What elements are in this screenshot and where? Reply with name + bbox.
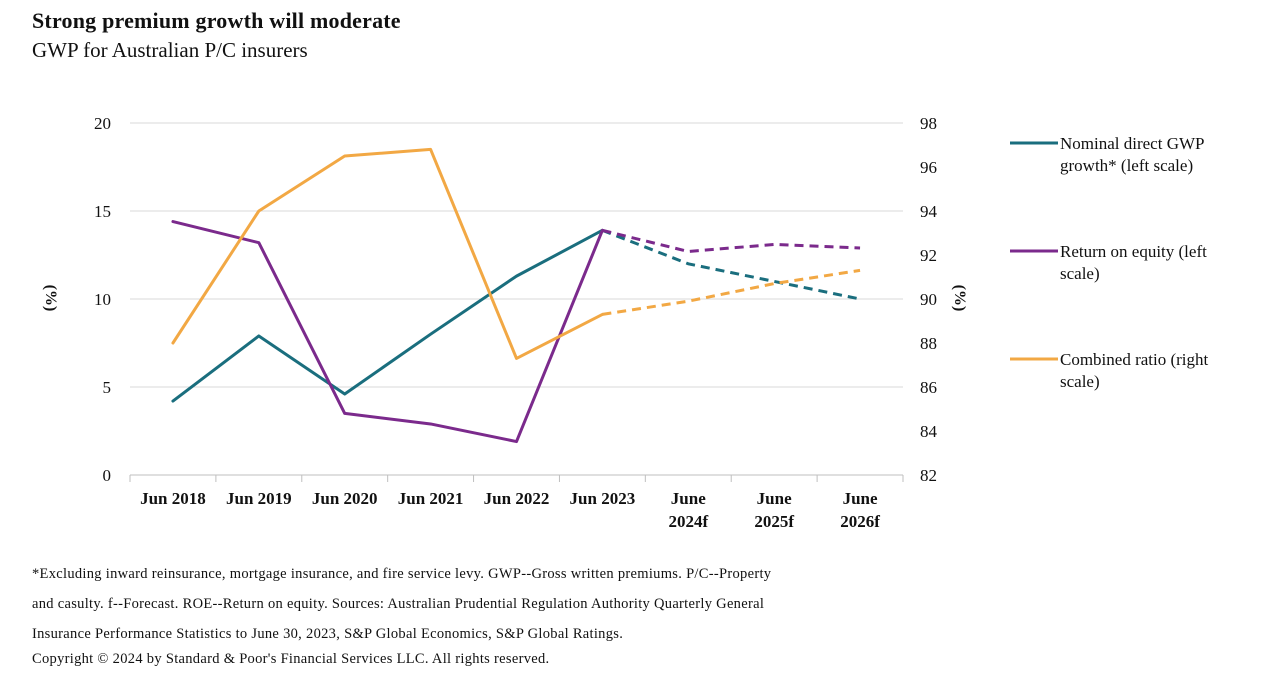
series-line-actual-2	[171, 147, 604, 360]
right-axis-label: (%)	[951, 285, 968, 312]
right-tick-label: 88	[920, 334, 937, 353]
legend-label: scale)	[1060, 264, 1100, 283]
x-tick-label: Jun 2023	[570, 489, 636, 508]
x-tick-label: Jun 2018	[140, 489, 206, 508]
x-tick-label: June	[671, 489, 706, 508]
x-tick-label: Jun 2021	[398, 489, 464, 508]
copyright-notice: Copyright © 2024 by Standard & Poor's Fi…	[32, 651, 550, 667]
legend-label: Combined ratio (right	[1060, 350, 1209, 369]
legend-label: Return on equity (left	[1060, 242, 1207, 261]
right-tick-label: 94	[920, 202, 938, 221]
left-tick-label: 15	[94, 202, 111, 221]
series-line-actual-1	[171, 220, 604, 444]
legend-label: growth* (left scale)	[1060, 156, 1193, 175]
x-tick-label: Jun 2020	[312, 489, 378, 508]
left-tick-label: 10	[94, 290, 111, 309]
right-tick-label: 92	[920, 246, 937, 265]
x-tick-label: June	[843, 489, 878, 508]
x-tick-label: June	[757, 489, 792, 508]
left-tick-label: 5	[103, 378, 112, 397]
chart-subtitle: GWP for Australian P/C insurers	[32, 38, 308, 62]
chart-title: Strong premium growth will moderate	[32, 8, 401, 33]
x-tick-label: 2024f	[668, 512, 708, 531]
right-tick-label: 84	[920, 422, 938, 441]
series-line-forecast-2	[602, 268, 861, 316]
left-axis-label: (%)	[42, 285, 59, 312]
left-tick-label: 0	[103, 466, 112, 485]
footnote-line-3: Insurance Performance Statistics to June…	[32, 626, 624, 642]
legend-label: scale)	[1060, 372, 1100, 391]
footnote-line-1: *Excluding inward reinsurance, mortgage …	[32, 566, 772, 582]
right-tick-label: 86	[920, 378, 937, 397]
left-tick-label: 20	[94, 114, 111, 133]
series-line-forecast-0	[601, 228, 861, 301]
series-line-actual-0	[171, 228, 604, 403]
right-tick-label: 90	[920, 290, 937, 309]
right-tick-label: 82	[920, 466, 937, 485]
right-tick-label: 98	[920, 114, 937, 133]
series-line-forecast-1	[602, 228, 861, 253]
footnote-line-2: and casulty. f--Forecast. ROE--Return on…	[32, 596, 765, 612]
x-tick-label: Jun 2022	[484, 489, 550, 508]
x-tick-label: 2025f	[754, 512, 794, 531]
x-tick-label: Jun 2019	[226, 489, 292, 508]
right-tick-label: 96	[920, 158, 937, 177]
x-tick-label: 2026f	[840, 512, 880, 531]
legend-label: Nominal direct GWP	[1060, 134, 1204, 153]
